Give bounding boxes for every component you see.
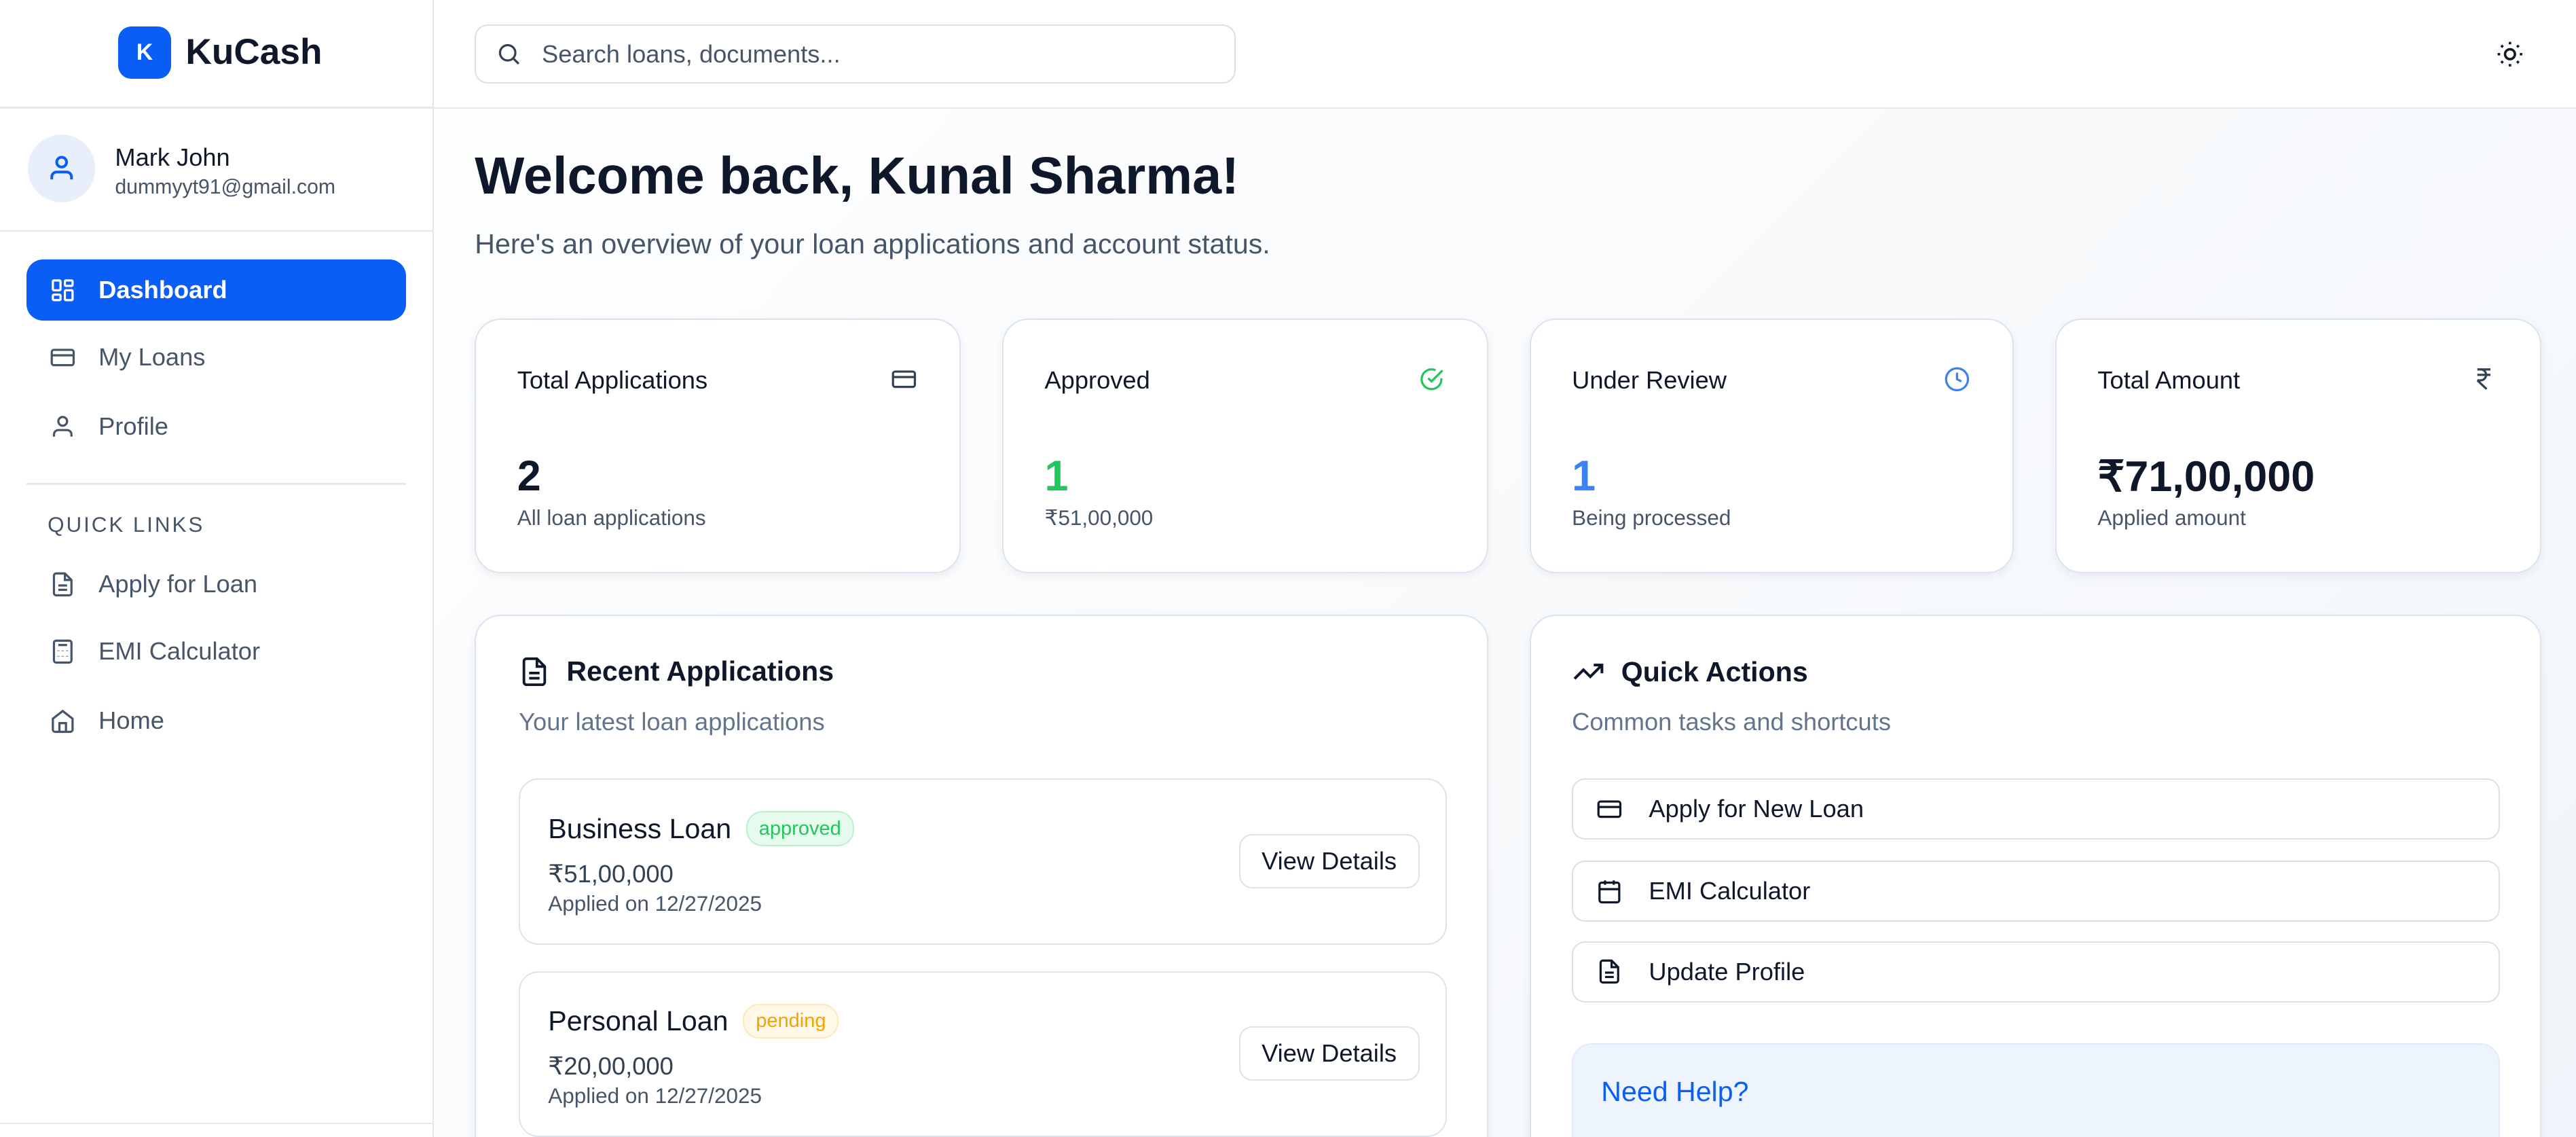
brand-name: KuCash bbox=[185, 31, 323, 72]
stat-label: Under Review bbox=[1572, 366, 1727, 395]
file-text-icon bbox=[52, 572, 73, 596]
page-subtitle: Here's an overview of your loan applicat… bbox=[475, 228, 1270, 260]
loan-item: Business Loan approved ₹51,00,000 Applied… bbox=[519, 778, 1448, 945]
quick-actions-card: Quick Actions Common tasks and shortcuts… bbox=[1529, 614, 2542, 1137]
divider bbox=[0, 107, 434, 109]
credit-card-icon bbox=[50, 348, 75, 367]
quick-actions-subtitle: Common tasks and shortcuts bbox=[1572, 708, 1891, 736]
sidebar: K KuCash Mark John dummyyt91@gmail.com D… bbox=[0, 0, 434, 1137]
help-title: Need Help? bbox=[1601, 1075, 1749, 1107]
quick-actions-title: Quick Actions bbox=[1572, 655, 1808, 688]
quick-links-heading: QUICK LINKS bbox=[48, 512, 205, 537]
sidebar-item-home[interactable]: Home bbox=[26, 690, 406, 751]
sidebar-item-apply-for-loan[interactable]: Apply for Loan bbox=[26, 554, 406, 615]
section-title: Quick Actions bbox=[1621, 655, 1808, 687]
loan-date: Applied on 12/27/2025 bbox=[548, 1084, 762, 1108]
calculator-icon bbox=[52, 639, 73, 664]
loan-amount: ₹20,00,000 bbox=[548, 1051, 674, 1080]
page-title: Welcome back, Kunal Sharma! bbox=[475, 147, 1239, 206]
stat-card-total-applications: Total Applications 2 All loan applicatio… bbox=[475, 319, 961, 574]
stat-card-total-amount: Total Amount ₹71,00,000 Applied amount bbox=[2055, 319, 2542, 574]
action-label: Apply for New Loan bbox=[1649, 795, 1864, 823]
stat-sub: Being processed bbox=[1572, 505, 1731, 530]
avatar[interactable] bbox=[28, 134, 96, 202]
status-badge: pending bbox=[743, 1003, 839, 1039]
loan-name: Personal Loan bbox=[548, 1005, 729, 1036]
sidebar-item-my-loans[interactable]: My Loans bbox=[26, 327, 406, 389]
sidebar-item-profile[interactable]: Profile bbox=[26, 396, 406, 457]
status-badge: approved bbox=[746, 811, 854, 846]
calendar-icon bbox=[1598, 880, 1621, 903]
nav-label: Profile bbox=[98, 412, 168, 440]
search-icon bbox=[499, 44, 520, 65]
clock-icon bbox=[1945, 367, 1969, 392]
stat-card-approved: Approved 1 ₹51,00,000 bbox=[1001, 319, 1489, 574]
theme-toggle-button[interactable] bbox=[2495, 39, 2525, 69]
view-details-button[interactable]: View Details bbox=[1238, 1026, 1420, 1081]
stat-label: Approved bbox=[1044, 366, 1150, 395]
action-label: Update Profile bbox=[1649, 957, 1805, 986]
stat-value: 1 bbox=[1572, 452, 1596, 500]
search-box[interactable] bbox=[475, 24, 1236, 84]
divider bbox=[0, 1122, 434, 1124]
logo-icon: K bbox=[118, 26, 171, 79]
user-icon bbox=[50, 156, 73, 180]
stat-value: ₹71,00,000 bbox=[2097, 452, 2315, 501]
trending-up-icon bbox=[1573, 664, 1604, 680]
recent-subtitle: Your latest loan applications bbox=[519, 708, 825, 736]
view-details-button[interactable]: View Details bbox=[1238, 834, 1420, 889]
sidebar-item-emi-calculator[interactable]: EMI Calculator bbox=[26, 621, 406, 683]
stat-value: 2 bbox=[517, 452, 541, 500]
loan-item: Personal Loan pending ₹20,00,000 Applied … bbox=[519, 971, 1448, 1137]
divider bbox=[26, 483, 406, 485]
stat-label: Total Amount bbox=[2097, 366, 2241, 395]
nav-label: EMI Calculator bbox=[98, 637, 261, 666]
loan-name: Business Loan bbox=[548, 812, 732, 844]
stat-card-under-review: Under Review 1 Being processed bbox=[1529, 319, 2014, 574]
home-icon bbox=[51, 709, 74, 733]
emi-calculator-button[interactable]: EMI Calculator bbox=[1572, 861, 2501, 922]
sun-icon bbox=[2497, 41, 2523, 67]
sidebar-item-dashboard[interactable]: Dashboard bbox=[26, 259, 406, 321]
recent-applications-card: Recent Applications Your latest loan app… bbox=[475, 614, 1489, 1137]
user-icon bbox=[52, 415, 73, 437]
check-circle-icon bbox=[1420, 368, 1443, 391]
help-box: Need Help? bbox=[1572, 1043, 2501, 1137]
stat-sub: Applied amount bbox=[2097, 505, 2246, 530]
file-text-icon bbox=[1599, 960, 1619, 984]
nav-label: Dashboard bbox=[98, 276, 227, 304]
user-name: Mark John bbox=[115, 143, 230, 171]
credit-card-icon bbox=[891, 370, 916, 389]
apply-new-loan-button[interactable]: Apply for New Loan bbox=[1572, 778, 2501, 840]
grid-icon bbox=[51, 278, 74, 302]
stat-label: Total Applications bbox=[517, 366, 708, 395]
action-label: EMI Calculator bbox=[1649, 877, 1811, 905]
credit-card-icon bbox=[1597, 800, 1622, 818]
user-email: dummyyt91@gmail.com bbox=[115, 175, 336, 198]
divider bbox=[0, 230, 434, 232]
stat-sub: All loan applications bbox=[517, 505, 706, 530]
stat-value: 1 bbox=[1044, 452, 1069, 500]
loan-amount: ₹51,00,000 bbox=[548, 859, 674, 888]
stat-sub: ₹51,00,000 bbox=[1044, 505, 1154, 530]
recent-title: Recent Applications bbox=[519, 655, 834, 687]
update-profile-button[interactable]: Update Profile bbox=[1572, 941, 2501, 1003]
section-title: Recent Applications bbox=[566, 655, 834, 687]
loan-date: Applied on 12/27/2025 bbox=[548, 891, 762, 916]
nav-label: Home bbox=[98, 706, 164, 734]
nav-label: Apply for Loan bbox=[98, 570, 258, 598]
search-input[interactable] bbox=[542, 39, 1199, 69]
file-text-icon bbox=[522, 657, 547, 686]
nav-label: My Loans bbox=[98, 343, 206, 372]
rupee-icon bbox=[2477, 368, 2491, 391]
